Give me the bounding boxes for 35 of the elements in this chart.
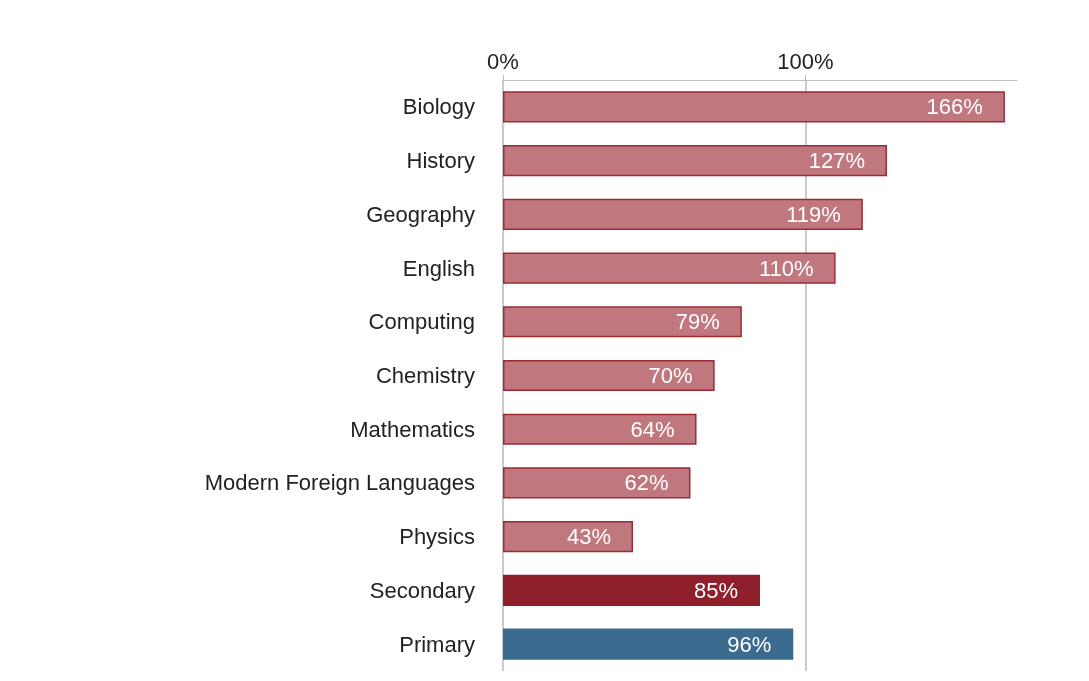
- y-tick-label: Chemistry: [375, 363, 475, 388]
- bar: [503, 413, 697, 445]
- data-label: 70%: [648, 363, 693, 388]
- bar: [503, 91, 1005, 123]
- bar: [503, 467, 691, 499]
- data-label: 79%: [675, 309, 720, 335]
- data-label: 43%: [566, 524, 612, 550]
- y-tick-label: Primary: [399, 631, 475, 657]
- data-label: 127%: [808, 148, 865, 174]
- x-tick-label: 0%: [487, 48, 519, 74]
- bar: [503, 306, 742, 338]
- y-tick-label: Modern Foreign Languages: [204, 470, 475, 496]
- data-label: 110%: [758, 255, 814, 281]
- data-label: 96%: [727, 631, 772, 657]
- bar: [503, 628, 794, 660]
- y-tick-label: English: [402, 255, 475, 281]
- y-tick-label: Computing: [368, 309, 475, 335]
- bar: [503, 252, 836, 284]
- y-tick-label: Mathematics: [350, 416, 475, 442]
- y-tick-label: Biology: [402, 94, 475, 120]
- bar: [503, 145, 887, 177]
- y-tick-label: Geography: [366, 201, 475, 227]
- data-label: 166%: [926, 94, 983, 120]
- data-label: 62%: [624, 470, 669, 496]
- bar: [503, 521, 634, 553]
- data-label: 119%: [786, 201, 841, 227]
- y-tick-label: History: [406, 148, 475, 174]
- bar: [503, 574, 760, 606]
- data-label: 85%: [693, 577, 738, 603]
- bar: [503, 359, 715, 392]
- data-label: 64%: [630, 416, 675, 442]
- x-tick-label: 100%: [777, 48, 834, 74]
- y-tick-label: Secondary: [369, 577, 475, 603]
- bar: [503, 198, 863, 230]
- y-tick-label: Physics: [399, 524, 475, 550]
